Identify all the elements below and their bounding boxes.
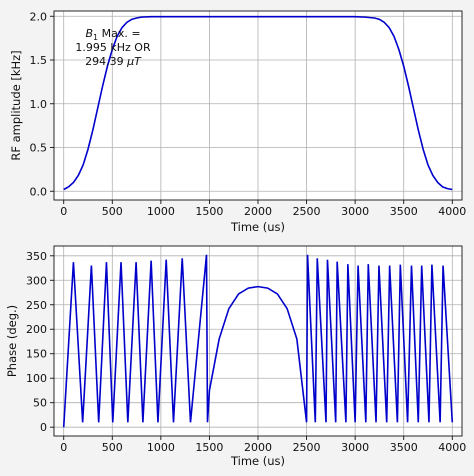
rf-amplitude-x-tick-label: 3500: [390, 205, 418, 218]
rf-amplitude-x-tick-label: 3000: [341, 205, 369, 218]
phase-x-tick-label: 1000: [147, 441, 175, 454]
rf-amplitude-series-line: [63, 15, 453, 191]
b1-max-label: Max. =: [98, 27, 140, 40]
rf-amplitude-x-axis-label: Time (us): [230, 220, 285, 234]
phase-series-line: [62, 254, 454, 428]
phase-x-tick-label: 4000: [438, 441, 466, 454]
rf-amplitude-panel: 0 500 1000 1500 2000 2500 3000 3500 4000 0.0 0.5 1…: [9, 10, 466, 234]
rf-amplitude-x-tick-label: 2000: [244, 205, 272, 218]
phase-y-axis-label: Phase (deg.): [5, 305, 19, 377]
rf-amplitude-x-tick-label: 1000: [147, 205, 175, 218]
phase-panel: 0 500 1000 1500 2000 2500 3000 3500 4000 0 50 100 1…: [5, 245, 466, 468]
rf-amplitude-x-tick-label: 0: [60, 205, 67, 218]
rf-amplitude-y-tick-label: 1.5: [30, 54, 48, 67]
phase-x-tick-label: 1500: [195, 441, 223, 454]
phase-x-ticks: 0 500 1000 1500 2000 2500 3000 3500 4000: [60, 436, 466, 454]
rf-amplitude-x-tick-label: 500: [102, 205, 123, 218]
phase-y-tick-label: 200: [26, 323, 47, 336]
rf-amplitude-y-tick-label: 0.0: [30, 185, 48, 198]
b1-max-value: 294.39: [85, 55, 127, 68]
phase-y-tick-label: 0: [40, 421, 47, 434]
phase-grid: [54, 246, 462, 436]
phase-y-tick-label: 50: [33, 397, 47, 410]
phase-y-tick-label: 150: [26, 348, 47, 361]
phase-x-tick-label: 2500: [293, 441, 321, 454]
b1-max-annotation-line1: B1 Max. =: [85, 27, 140, 42]
rf-amplitude-y-tick-label: 1.0: [30, 98, 48, 111]
phase-x-tick-label: 500: [102, 441, 123, 454]
rf-amplitude-y-axis-label: RF amplitude [kHz]: [9, 50, 23, 160]
b1-subscript: 1: [93, 33, 98, 42]
phase-x-tick-label: 2000: [244, 441, 272, 454]
phase-x-tick-label: 3000: [341, 441, 369, 454]
phase-x-axis-label: Time (us): [230, 454, 285, 468]
rf-amplitude-y-tick-label: 0.5: [30, 142, 48, 155]
phase-y-tick-label: 350: [26, 250, 47, 263]
rf-amplitude-x-tick-label: 2500: [293, 205, 321, 218]
rf-amplitude-x-ticks: 0 500 1000 1500 2000 2500 3000 3500 4000: [60, 200, 466, 218]
b1-max-annotation: B1 Max. = 1.995 kHz OR 294.39 μT: [75, 27, 151, 68]
b1-max-unit: μT: [126, 55, 142, 68]
phase-y-tick-label: 300: [26, 274, 47, 287]
phase-x-tick-label: 3500: [390, 441, 418, 454]
rf-amplitude-grid: [54, 11, 462, 200]
phase-y-ticks: 0 50 100 150 200 250 300 350: [26, 250, 54, 434]
phase-y-tick-label: 100: [26, 372, 47, 385]
rf-amplitude-x-tick-label: 4000: [438, 205, 466, 218]
phase-x-tick-label: 0: [60, 441, 67, 454]
phase-y-tick-label: 250: [26, 299, 47, 312]
b1-symbol: B: [85, 27, 93, 40]
rf-amplitude-y-tick-label: 2.0: [30, 10, 48, 23]
b1-max-annotation-line3: 294.39 μT: [85, 55, 142, 68]
b1-max-annotation-line2: 1.995 kHz OR: [75, 41, 151, 54]
rf-amplitude-x-tick-label: 1500: [195, 205, 223, 218]
rf-amplitude-y-ticks: 0.0 0.5 1.0 1.5 2.0: [30, 10, 54, 198]
